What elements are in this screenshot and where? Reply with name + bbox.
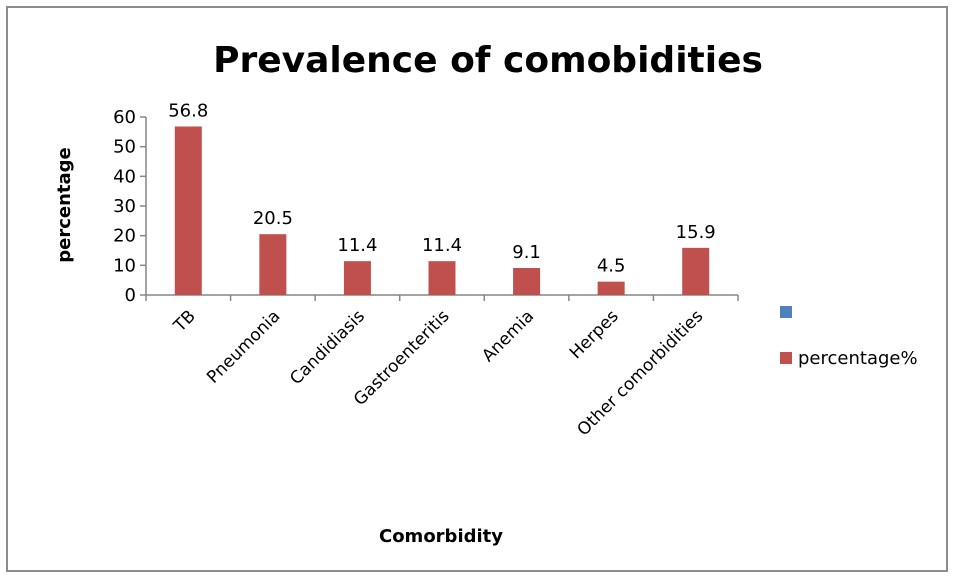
legend-label: percentage% (798, 348, 918, 369)
category-label: TB (169, 306, 199, 336)
bar (513, 268, 541, 295)
y-tick-label: 50 (113, 137, 136, 158)
bar (682, 247, 710, 295)
y-tick-label: 30 (113, 196, 136, 217)
y-tick-label: 60 (113, 107, 136, 128)
category-label: Candidiasis (286, 306, 369, 389)
data-label: 15.9 (676, 222, 716, 243)
legend-swatch (780, 352, 792, 364)
y-tick-label: 0 (125, 285, 136, 306)
category-label: Herpes (566, 306, 623, 363)
legend-swatch (780, 306, 792, 318)
data-label: 9.1 (512, 242, 541, 263)
bar (174, 126, 202, 295)
bar (343, 261, 371, 295)
data-label: 20.5 (253, 208, 293, 229)
bar (428, 261, 456, 295)
chart-title: Prevalence of comobidities (213, 40, 763, 81)
data-label: 11.4 (337, 235, 377, 256)
data-label: 4.5 (597, 256, 626, 277)
bar (597, 281, 625, 295)
bars-group: 56.8TB20.5Pneumonia11.4Candidiasis11.4Ga… (168, 100, 716, 440)
bar (259, 234, 287, 295)
data-label: 11.4 (422, 235, 462, 256)
y-tick-label: 10 (113, 255, 136, 276)
axes: 0 10 20 30 40 50 60 (113, 107, 739, 306)
category-label: Anemia (478, 306, 538, 366)
y-tick-label: 20 (113, 226, 136, 247)
data-label: 56.8 (168, 100, 208, 121)
category-label: Pneumonia (203, 306, 284, 387)
x-axis-label: Comorbidity (379, 526, 503, 547)
y-axis-label: percentage (54, 147, 75, 263)
y-tick-label: 40 (113, 166, 136, 187)
chart-frame (6, 6, 948, 572)
legend: percentage% (780, 306, 918, 369)
